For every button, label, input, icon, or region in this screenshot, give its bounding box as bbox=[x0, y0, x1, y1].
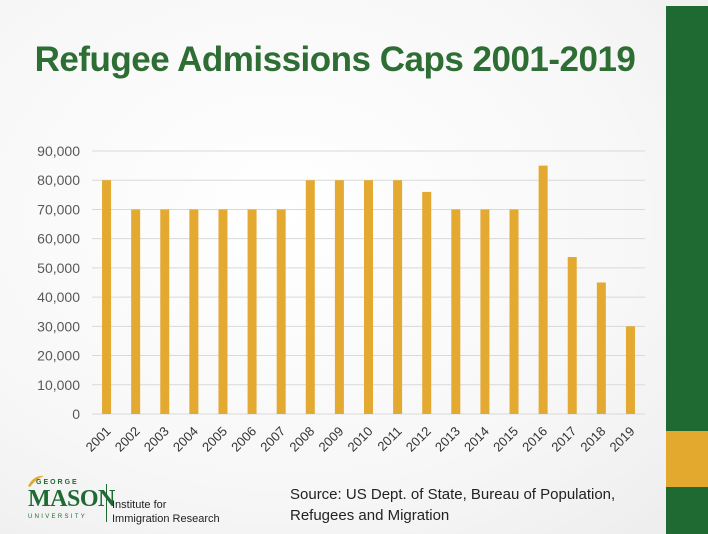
y-tick-label: 20,000 bbox=[37, 348, 80, 364]
bar-2013 bbox=[451, 209, 461, 414]
x-tick-label: 2013 bbox=[432, 424, 463, 455]
x-tick-label: 2010 bbox=[345, 424, 376, 455]
logo-george: GEORGE bbox=[36, 479, 79, 486]
bar-2009 bbox=[334, 180, 344, 414]
source-note: Source: US Dept. of State, Bureau of Pop… bbox=[290, 484, 650, 526]
y-tick-label: 10,000 bbox=[37, 377, 80, 393]
sidebar-accent bbox=[666, 431, 708, 487]
x-tick-label: 2005 bbox=[199, 424, 230, 455]
x-tick-label: 2016 bbox=[519, 424, 550, 455]
bar-2006 bbox=[247, 209, 257, 414]
bar-2015 bbox=[509, 209, 519, 414]
bar-2004 bbox=[189, 209, 199, 414]
x-tick-label: 2012 bbox=[403, 424, 434, 455]
sidebar-band bbox=[666, 6, 708, 534]
y-tick-label: 70,000 bbox=[37, 201, 80, 217]
bars bbox=[102, 165, 635, 414]
y-tick-label: 80,000 bbox=[37, 172, 80, 188]
gmu-logo: GEORGE MASON UNIVERSITY Institute for Im… bbox=[26, 475, 236, 528]
x-tick-label: 2014 bbox=[461, 424, 492, 455]
x-tick-label: 2018 bbox=[577, 424, 608, 455]
x-tick-label: 2002 bbox=[112, 424, 143, 455]
logo-mason: MASON bbox=[28, 486, 115, 512]
source-line-2: Refugees and Migration bbox=[290, 507, 450, 524]
x-tick-label: 2009 bbox=[315, 424, 346, 455]
leaf-icon bbox=[28, 475, 44, 487]
y-tick-label: 40,000 bbox=[37, 289, 80, 305]
x-tick-label: 2003 bbox=[141, 424, 172, 455]
x-tick-label: 2019 bbox=[607, 424, 638, 455]
bar-2008 bbox=[305, 180, 315, 414]
bar-2002 bbox=[131, 209, 141, 414]
x-tick-label: 2011 bbox=[374, 424, 404, 454]
x-tick-label: 2001 bbox=[83, 424, 114, 455]
bar-2017 bbox=[567, 257, 577, 414]
bar-2012 bbox=[422, 191, 432, 414]
x-tick-label: 2004 bbox=[170, 424, 201, 455]
x-axis-tick-labels: 2001200220032004200520062007200820092010… bbox=[83, 424, 638, 455]
y-tick-label: 50,000 bbox=[37, 260, 80, 276]
x-tick-label: 2007 bbox=[257, 424, 288, 455]
bar-2010 bbox=[364, 180, 373, 414]
source-line-1: Source: US Dept. of State, Bureau of Pop… bbox=[290, 486, 616, 503]
bar-2003 bbox=[160, 209, 170, 414]
bar-2005 bbox=[218, 209, 228, 414]
y-axis-tick-labels: 0 10,000 20,000 30,000 40,000 50,000 60,000 70,… bbox=[37, 143, 80, 422]
logo-divider bbox=[106, 484, 107, 522]
x-tick-label: 2015 bbox=[490, 424, 521, 455]
bar-2019 bbox=[625, 326, 635, 414]
bar-2007 bbox=[276, 209, 286, 414]
logo-institute-name: Institute for Immigration Research bbox=[112, 499, 220, 525]
bar-2011 bbox=[393, 180, 403, 414]
x-tick-label: 2006 bbox=[228, 424, 259, 455]
y-tick-label: 90,000 bbox=[37, 143, 80, 159]
y-tick-label: 60,000 bbox=[37, 231, 80, 247]
bar-2016 bbox=[538, 165, 548, 414]
x-tick-label: 2017 bbox=[548, 424, 579, 455]
y-tick-label: 0 bbox=[72, 406, 80, 422]
bar-2001 bbox=[102, 180, 112, 414]
bar-chart: 0 10,000 20,000 30,000 40,000 50,000 60,000 70,… bbox=[37, 143, 645, 455]
bar-2014 bbox=[480, 209, 490, 414]
bar-2018 bbox=[596, 282, 606, 414]
x-tick-label: 2008 bbox=[286, 424, 317, 455]
logo-university: UNIVERSITY bbox=[28, 514, 88, 520]
y-tick-label: 30,000 bbox=[37, 318, 80, 334]
chart-title: Refugee Admissions Caps 2001-2019 bbox=[34, 40, 636, 79]
